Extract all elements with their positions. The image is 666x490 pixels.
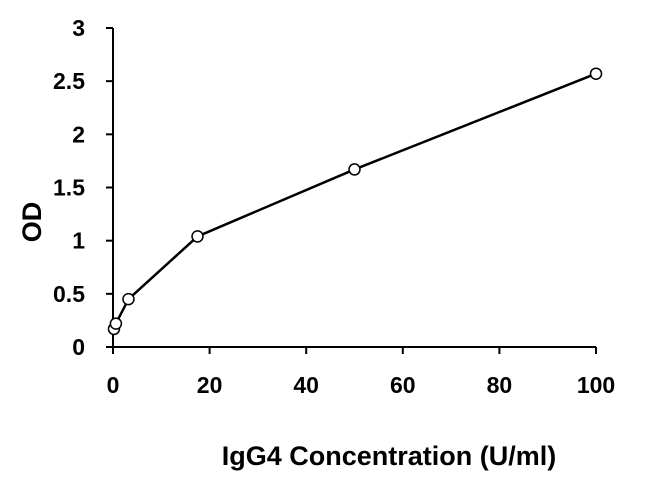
data-point [191,230,204,243]
x-tick-label: 100 [577,372,615,398]
x-tick-label: 80 [487,372,513,398]
series-group [107,67,603,336]
data-point [109,317,123,330]
data-point [589,67,603,80]
data-point [348,163,361,176]
y-tick-label: 1 [72,228,85,254]
y-tick-label: 0.5 [53,281,85,307]
y-ticks: 0 0.5 1 1.5 2 2.5 3 [53,15,113,360]
y-axis: 0 0.5 1 1.5 2 2.5 3 [53,15,114,360]
y-axis-title: OD [17,202,47,243]
data-point [122,292,135,306]
x-axis-title: IgG4 Concentration (U/ml) [222,441,557,471]
y-tick-label: 1.5 [53,175,85,201]
y-tick-label: 0 [72,334,85,360]
y-tick-label: 3 [72,15,85,41]
y-tick-label: 2 [72,121,85,147]
series-line [112,72,597,330]
y-tick-label: 2.5 [53,68,85,94]
x-tick-label: 60 [390,372,416,398]
x-axis: 0 20 40 60 80 100 [107,346,615,398]
x-tick-label: 40 [293,372,319,398]
x-ticks: 0 20 40 60 80 100 [107,347,615,398]
x-tick-label: 20 [197,372,223,398]
x-tick-label: 0 [107,372,120,398]
